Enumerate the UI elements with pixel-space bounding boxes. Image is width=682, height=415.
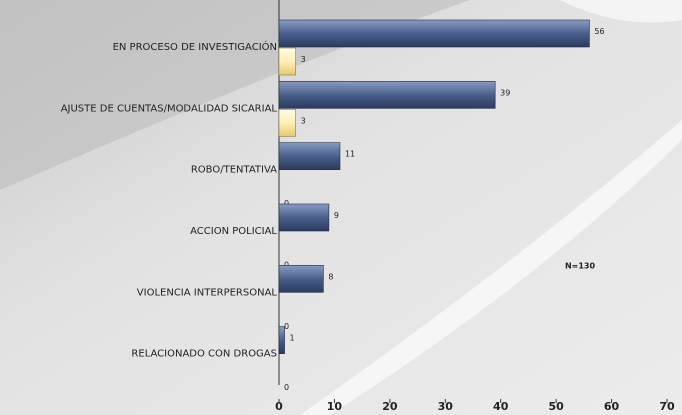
bar xyxy=(278,47,296,76)
x-tick-label: 30 xyxy=(438,400,454,413)
x-tick-label: 10 xyxy=(327,400,343,413)
bar xyxy=(278,109,296,137)
bar xyxy=(278,19,590,48)
bar xyxy=(278,203,330,232)
category-label: ROBO/TENTATIVA xyxy=(191,165,277,176)
value-label: 3 xyxy=(301,116,306,125)
x-tick-label: 0 xyxy=(275,400,283,413)
value-label: 9 xyxy=(334,211,339,220)
value-label: 11 xyxy=(345,150,355,159)
category-label: RELACIONADO CON DROGAS xyxy=(131,349,277,360)
value-label: 39 xyxy=(500,88,510,97)
swoosh xyxy=(0,0,470,190)
value-label: 0 xyxy=(284,383,289,392)
bar xyxy=(278,142,341,170)
value-label: 3 xyxy=(301,55,306,64)
annotation: N=130 xyxy=(565,262,596,271)
value-label: 0 xyxy=(284,261,289,270)
swoosh xyxy=(560,0,682,23)
category-label: EN PROCESO DE INVESTIGACIÓN xyxy=(113,40,277,53)
category-label: ACCION POLICIAL xyxy=(190,226,277,237)
x-tick-label: 20 xyxy=(382,400,398,413)
value-label: 1 xyxy=(290,334,295,343)
x-tick-label: 60 xyxy=(604,400,620,413)
value-label: 0 xyxy=(284,322,289,331)
bar xyxy=(278,265,324,293)
value-label: 56 xyxy=(594,27,604,36)
value-label: 0 xyxy=(284,199,289,208)
x-tick-label: 70 xyxy=(659,400,675,413)
bar xyxy=(278,81,496,109)
x-tick-label: 50 xyxy=(548,400,564,413)
bar xyxy=(278,326,285,354)
category-label: AJUSTE DE CUENTAS/MODALIDAD SICARIAL xyxy=(61,103,278,114)
category-label: VIOLENCIA INTERPERSONAL xyxy=(137,287,278,298)
value-label: 8 xyxy=(328,272,333,281)
x-tick-label: 40 xyxy=(493,400,509,413)
